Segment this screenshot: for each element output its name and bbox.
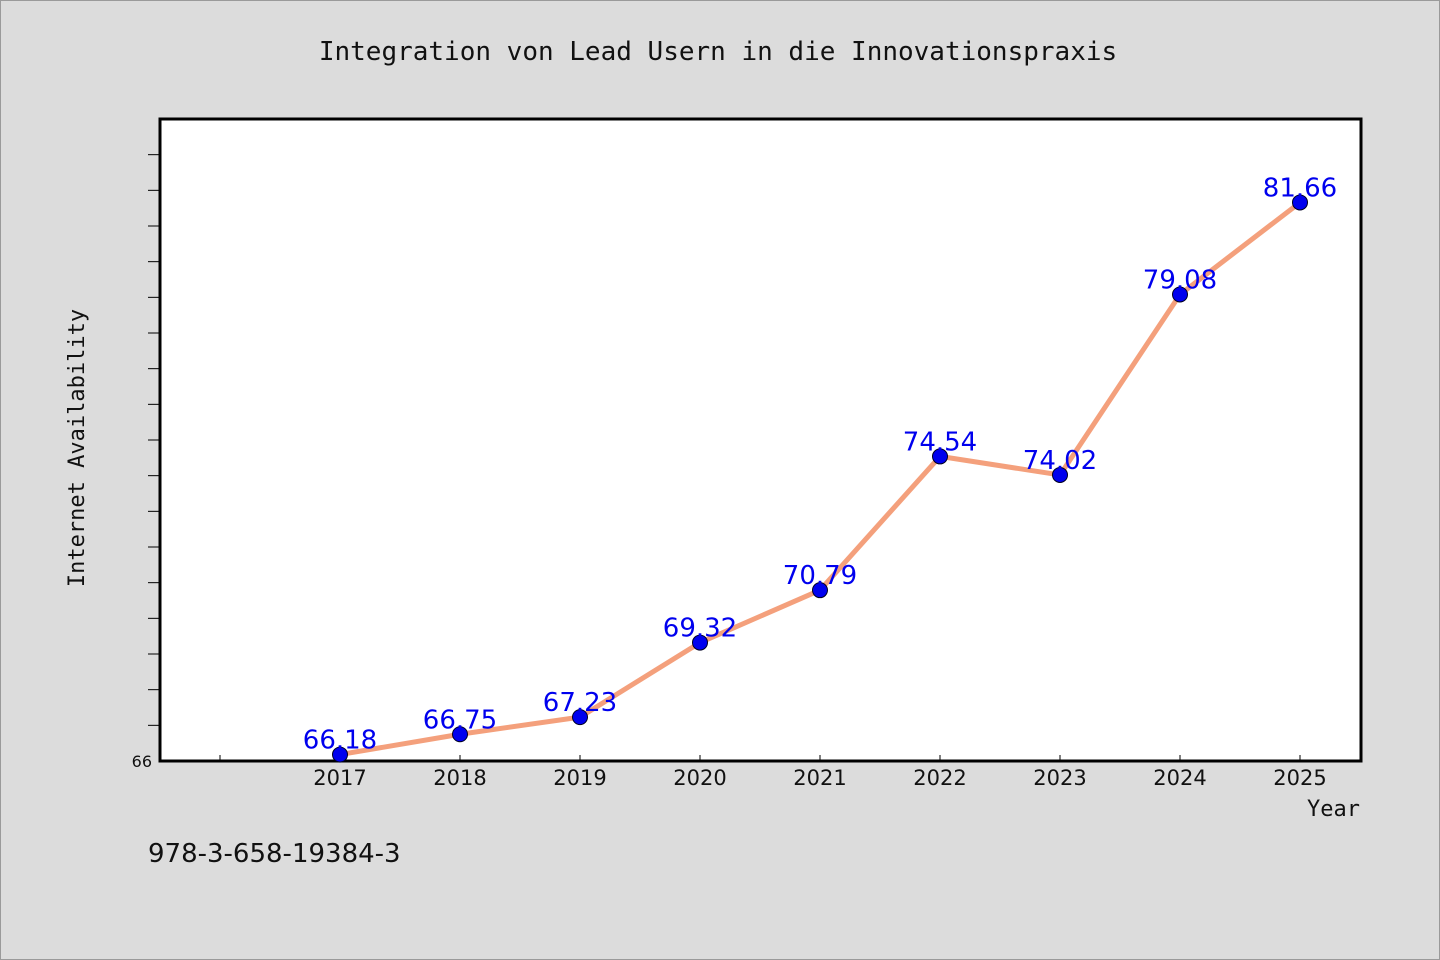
x-tick-label: 2021 — [793, 766, 846, 790]
data-point — [812, 582, 828, 599]
data-label: 74.02 — [1023, 446, 1097, 476]
data-point — [692, 634, 708, 651]
data-label: 66.75 — [423, 705, 497, 735]
data-label: 70.79 — [783, 561, 857, 591]
data-label: 69.32 — [663, 614, 737, 644]
y-axis-label: Internet Availability — [65, 309, 90, 587]
footer-text: 978-3-658-19384-3 — [148, 839, 401, 869]
x-axis-label: Year — [1307, 797, 1360, 822]
data-label: 79.08 — [1143, 265, 1217, 295]
data-point — [1172, 286, 1188, 303]
data-point — [1052, 466, 1068, 483]
data-label: 74.54 — [903, 427, 977, 457]
data-labels-group: 66.18 66.75 67.23 69.32 70.79 74.54 74.02 79.08… — [303, 173, 1337, 755]
x-tick-label: 2020 — [673, 766, 726, 790]
series-line-group — [332, 194, 1308, 763]
x-tick-label: 2017 — [313, 766, 366, 790]
x-tick-label: 2024 — [1153, 766, 1206, 790]
data-point — [932, 448, 948, 465]
data-label: 66.18 — [303, 726, 377, 756]
x-tick-label: 2022 — [913, 766, 966, 790]
y-tick-label: 66 — [132, 752, 152, 771]
y-axis-ticks: 66 — [132, 154, 160, 771]
chart-title: Integration von Lead Usern in die Innova… — [319, 37, 1117, 67]
plot-area — [158, 117, 1363, 763]
data-point — [1292, 194, 1308, 211]
x-tick-label: 2025 — [1273, 766, 1326, 790]
data-point — [572, 709, 588, 726]
data-point — [452, 726, 468, 743]
data-point — [332, 746, 348, 763]
x-tick-label: 2018 — [433, 766, 486, 790]
x-tick-label: 2019 — [553, 766, 606, 790]
x-tick-label: 2023 — [1033, 766, 1086, 790]
data-label: 81.66 — [1263, 173, 1337, 203]
data-label: 67.23 — [543, 688, 617, 718]
